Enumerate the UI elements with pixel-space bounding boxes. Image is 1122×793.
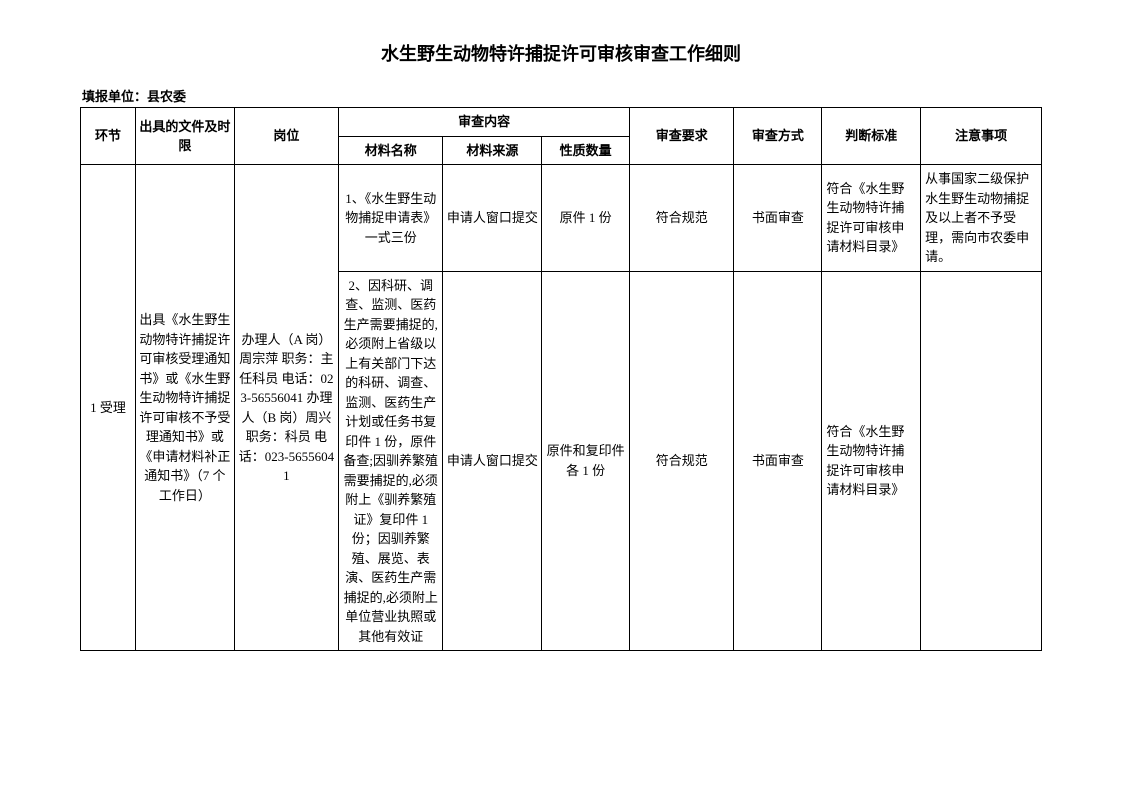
cell-judgment-standard: 符合《水生野生动物特许捕捉许可审核申请材料目录》 [822,165,921,272]
cell-review-req: 符合规范 [630,271,734,651]
cell-nature-qty: 原件和复印件各 1 份 [542,271,630,651]
header-notes: 注意事项 [921,108,1042,165]
document-title: 水生野生动物特许捕捉许可审核审查工作细则 [80,40,1042,66]
cell-notes [921,271,1042,651]
review-table: 环节 出具的文件及时限 岗位 审查内容 审查要求 审查方式 判断标准 注意事项 … [80,107,1042,651]
cell-nature-qty: 原件 1 份 [542,165,630,272]
header-review-req: 审查要求 [630,108,734,165]
header-doc-limit: 出具的文件及时限 [135,108,234,165]
cell-review-method: 书面审查 [734,165,822,272]
cell-review-method: 书面审查 [734,271,822,651]
header-position: 岗位 [234,108,338,165]
header-review-content: 审查内容 [339,108,630,137]
header-review-method: 审查方式 [734,108,822,165]
cell-stage: 1 受理 [81,165,136,651]
cell-position: 办理人（A 岗）周宗萍 职务：主任科员 电话：023-56556041 办理人（… [234,165,338,651]
cell-material-source: 申请人窗口提交 [443,271,542,651]
reporting-unit-label: 填报单位：县农委 [82,86,1042,105]
cell-notes: 从事国家二级保护水生野生动物捕捉及以上者不予受理，需向市农委申请。 [921,165,1042,272]
cell-material-name: 1、《水生野生动物捕捉申请表》一式三份 [339,165,443,272]
cell-review-req: 符合规范 [630,165,734,272]
cell-material-name: 2、因科研、调查、监测、医药生产需要捕捉的,必须附上省级以上有关部门下达的科研、… [339,271,443,651]
cell-material-source: 申请人窗口提交 [443,165,542,272]
header-judgment-standard: 判断标准 [822,108,921,165]
table-row: 1 受理 出具《水生野生动物特许捕捉许可审核受理通知书》或《水生野生动物特许捕捉… [81,165,1042,272]
cell-doc-limit: 出具《水生野生动物特许捕捉许可审核受理通知书》或《水生野生动物特许捕捉许可审核不… [135,165,234,651]
header-nature-qty: 性质数量 [542,136,630,165]
header-material-name: 材料名称 [339,136,443,165]
cell-judgment-standard: 符合《水生野生动物特许捕捉许可审核申请材料目录》 [822,271,921,651]
header-stage: 环节 [81,108,136,165]
header-material-source: 材料来源 [443,136,542,165]
